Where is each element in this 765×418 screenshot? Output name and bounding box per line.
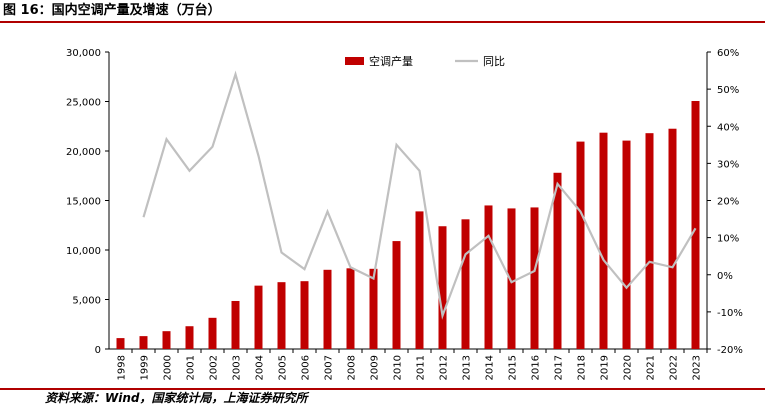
source-note: 资料来源：Wind，国家统计局，上海证券研究所 (45, 391, 308, 405)
bar (162, 331, 171, 349)
figure-title: 图 16：国内空调产量及增速（万台） (3, 3, 221, 18)
bar (668, 128, 677, 349)
bar (392, 241, 401, 349)
x-tick-label: 2012 (439, 355, 450, 380)
x-tick-label: 2001 (186, 355, 197, 380)
left-tick-label: 25,000 (66, 98, 101, 109)
x-tick-label: 2019 (600, 355, 611, 380)
left-tick-label: 20,000 (66, 147, 101, 158)
bar (484, 205, 493, 349)
bar (415, 211, 424, 349)
right-tick-label: 30% (717, 159, 739, 170)
bar (645, 133, 654, 349)
bar (300, 281, 309, 349)
bar (323, 269, 332, 349)
bar (185, 326, 194, 349)
bar (438, 226, 447, 349)
x-tick-label: 2020 (623, 355, 634, 380)
bar (231, 300, 240, 349)
bar (254, 285, 263, 349)
x-tick-label: 2007 (324, 355, 335, 380)
bar (139, 336, 148, 349)
title-divider (0, 21, 765, 23)
right-tick-label: -10% (717, 308, 743, 319)
bar (530, 207, 539, 349)
x-tick-label: 2013 (462, 355, 473, 380)
footer-divider (0, 388, 765, 390)
bar (599, 132, 608, 349)
x-tick-label: 2009 (370, 355, 381, 380)
right-tick-label: 40% (717, 122, 739, 133)
bar (369, 268, 378, 349)
x-tick-label: 2003 (232, 355, 243, 380)
x-tick-label: 2022 (669, 355, 680, 380)
bar (208, 317, 217, 349)
left-tick-label: 0 (95, 345, 101, 356)
x-tick-label: 2018 (577, 355, 588, 380)
right-tick-label: 20% (717, 197, 739, 208)
bar (116, 338, 125, 349)
x-tick-label: 2011 (416, 355, 427, 380)
x-tick-label: 2015 (508, 355, 519, 380)
bar (553, 172, 562, 349)
right-tick-label: 10% (717, 234, 739, 245)
bar (622, 140, 631, 349)
x-tick-label: 2008 (347, 355, 358, 380)
x-tick-label: 1998 (117, 355, 128, 380)
bar (507, 208, 516, 349)
right-tick-label: 50% (717, 85, 739, 96)
x-tick-label: 2006 (301, 355, 312, 380)
x-tick-label: 2000 (163, 355, 174, 380)
bar (461, 219, 470, 349)
left-tick-label: 15,000 (66, 197, 101, 208)
bar (346, 268, 355, 349)
x-tick-label: 2017 (554, 355, 565, 380)
x-tick-label: 2002 (209, 355, 220, 380)
bar (277, 282, 286, 349)
x-tick-label: 2004 (255, 355, 266, 380)
x-tick-label: 2014 (485, 355, 496, 380)
left-tick-label: 5,000 (72, 296, 101, 307)
right-tick-label: 60% (717, 48, 739, 59)
legend-swatch-bar (345, 57, 364, 65)
legend-label: 同比 (483, 55, 505, 68)
left-tick-label: 10,000 (66, 246, 101, 257)
x-tick-label: 2016 (531, 355, 542, 380)
x-tick-label: 2005 (278, 355, 289, 380)
yoy-line (142, 70, 697, 320)
bar (576, 141, 585, 349)
legend-label: 空调产量 (369, 54, 413, 68)
right-tick-label: -20% (717, 345, 743, 356)
bar (691, 101, 700, 349)
right-tick-label: 0% (717, 271, 733, 282)
x-tick-label: 2023 (692, 355, 703, 380)
x-tick-label: 2010 (393, 355, 404, 380)
left-tick-label: 30,000 (66, 48, 101, 59)
x-tick-label: 1999 (140, 355, 151, 380)
x-tick-label: 2021 (646, 355, 657, 380)
